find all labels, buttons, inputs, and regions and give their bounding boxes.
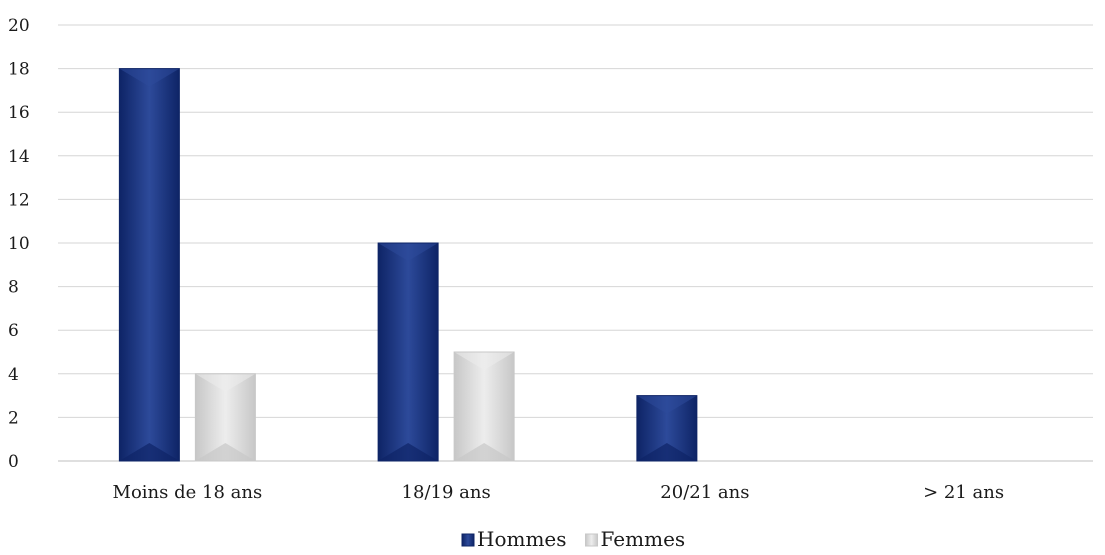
x-category-label: Moins de 18 ans	[113, 482, 263, 503]
y-tick-label: 16	[8, 103, 30, 123]
x-category-label: 20/21 ans	[660, 482, 749, 503]
bars	[118, 68, 698, 462]
legend-label: Femmes	[601, 527, 686, 551]
y-tick-label: 14	[8, 147, 30, 167]
bar-femmes-0	[194, 373, 256, 462]
legend-label: Hommes	[477, 527, 567, 551]
bar-hommes-1	[377, 242, 439, 462]
y-axis-ticks: 0 2 4 6 8 10 12 14 16 18 20	[8, 16, 30, 472]
x-category-label: 18/19 ans	[402, 482, 491, 503]
y-tick-label: 6	[8, 321, 19, 341]
y-tick-label: 2	[8, 408, 19, 428]
legend-item-hommes: Hommes	[461, 527, 567, 551]
y-tick-label: 8	[8, 278, 19, 298]
legend-swatch	[461, 533, 475, 547]
bar-femmes-1	[453, 351, 515, 462]
bar-hommes-2	[636, 395, 698, 462]
legend-swatch	[585, 533, 599, 547]
legend-item-femmes: Femmes	[585, 527, 686, 551]
y-tick-label: 0	[8, 452, 19, 472]
y-tick-label: 10	[8, 234, 30, 254]
y-tick-label: 18	[8, 60, 30, 80]
legend: Hommes Femmes	[461, 527, 686, 551]
x-category-label: > 21 ans	[923, 482, 1004, 503]
y-tick-label: 4	[8, 365, 19, 385]
y-tick-label: 12	[8, 190, 30, 210]
x-axis-categories: Moins de 18 ans 18/19 ans 20/21 ans > 21 an…	[113, 482, 1005, 503]
y-tick-label: 20	[8, 16, 30, 36]
bar-hommes-0	[118, 68, 180, 462]
